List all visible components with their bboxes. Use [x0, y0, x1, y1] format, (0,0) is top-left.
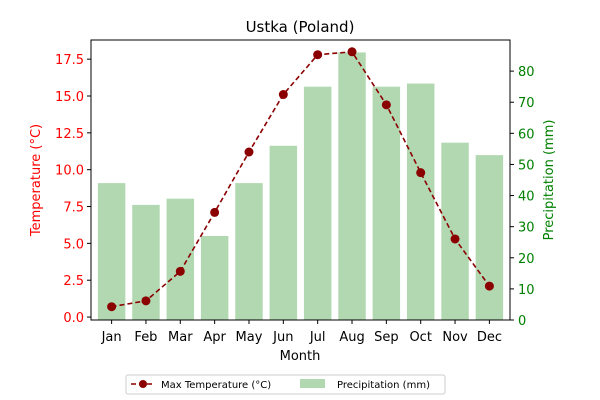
left-tick-label: 7.5 [63, 201, 84, 216]
left-tick-label: 0.0 [63, 311, 84, 326]
temp-point-feb [141, 296, 151, 306]
precipitation-bars [97, 52, 504, 321]
x-tick-label-oct: Oct [409, 330, 431, 345]
x-tick-label-aug: Aug [339, 330, 364, 345]
x-tick-label-jun: Jun [272, 330, 293, 345]
left-tick-label: 2.5 [63, 274, 84, 289]
temp-point-jan [107, 302, 117, 312]
left-axis: 0.0 2.5 5.0 7.5 10.0 12.5 15.0 17.5 [55, 53, 91, 326]
x-tick-label-feb: Feb [134, 330, 157, 345]
x-tick-label-sep: Sep [374, 330, 399, 345]
temp-point-sep [381, 100, 391, 110]
legend-box [125, 374, 446, 395]
temp-point-nov [450, 234, 460, 244]
precip-bar-dec [475, 155, 504, 320]
temp-point-mar [175, 266, 185, 276]
precip-bar-jan [97, 183, 126, 320]
legend-label-precipitation: Precipitation (mm) [337, 380, 430, 391]
temperature-line-path [111, 50, 491, 308]
left-tick-label: 10.0 [55, 164, 84, 179]
legend-bar-swatch [300, 379, 325, 388]
temperature-line [107, 47, 494, 312]
right-tick-label: 20 [518, 252, 535, 267]
legend: Max Temperature (°C) Precipitation (mm) [125, 374, 446, 395]
right-axis-label: Precipitation (mm) [542, 120, 557, 241]
precip-bar-aug [338, 52, 366, 320]
x-tick-label-may: May [236, 330, 263, 345]
right-tick-label: 50 [518, 158, 535, 173]
left-tick-label: 12.5 [55, 127, 84, 142]
temp-point-aug [347, 47, 357, 57]
precip-bar-may [235, 183, 263, 320]
right-tick-label: 70 [518, 96, 535, 111]
precip-bar-jun [269, 145, 298, 320]
plot-frame [90, 39, 511, 321]
left-tick-label: 5.0 [63, 237, 84, 252]
x-tick-label-jul: Jul [309, 330, 326, 345]
precip-bar-jul [303, 86, 332, 321]
temp-point-may [244, 147, 254, 157]
right-tick-label: 60 [518, 127, 535, 142]
temp-point-jul [313, 50, 323, 60]
left-tick-label: 15.0 [55, 90, 84, 105]
legend-marker-swatch [139, 380, 147, 388]
right-tick-label: 0 [518, 314, 526, 329]
precip-bar-mar [166, 198, 195, 320]
temp-point-oct [416, 168, 426, 178]
left-tick-label: 17.5 [55, 53, 84, 68]
precip-bar-nov [441, 142, 469, 320]
temp-point-dec [484, 281, 494, 291]
precip-bar-sep [372, 86, 401, 321]
temp-point-jun [278, 90, 288, 100]
left-axis-label: Temperature (°C) [29, 124, 44, 237]
x-tick-label-mar: Mar [168, 330, 193, 345]
precip-bar-oct [406, 83, 435, 320]
x-axis-label: Month [280, 349, 321, 364]
temp-point-apr [210, 207, 220, 217]
legend-label-temperature: Max Temperature (°C) [161, 380, 271, 391]
x-axis: Jan Feb Mar Apr May Jun Jul Aug Sep Oct Nov Dec [101, 320, 502, 345]
right-tick-label: 40 [518, 190, 535, 205]
right-axis: 0 10 20 30 40 50 60 70 80 [510, 65, 535, 329]
precip-bar-apr [200, 236, 229, 320]
right-tick-label: 30 [518, 221, 535, 236]
x-tick-label-dec: Dec [477, 330, 502, 345]
x-tick-label-apr: Apr [203, 330, 226, 345]
x-tick-label-jan: Jan [101, 330, 122, 345]
x-tick-label-nov: Nov [442, 330, 468, 345]
chart-title: Ustka (Poland) [246, 18, 355, 36]
right-tick-label: 10 [518, 283, 535, 298]
right-tick-label: 80 [518, 65, 535, 80]
